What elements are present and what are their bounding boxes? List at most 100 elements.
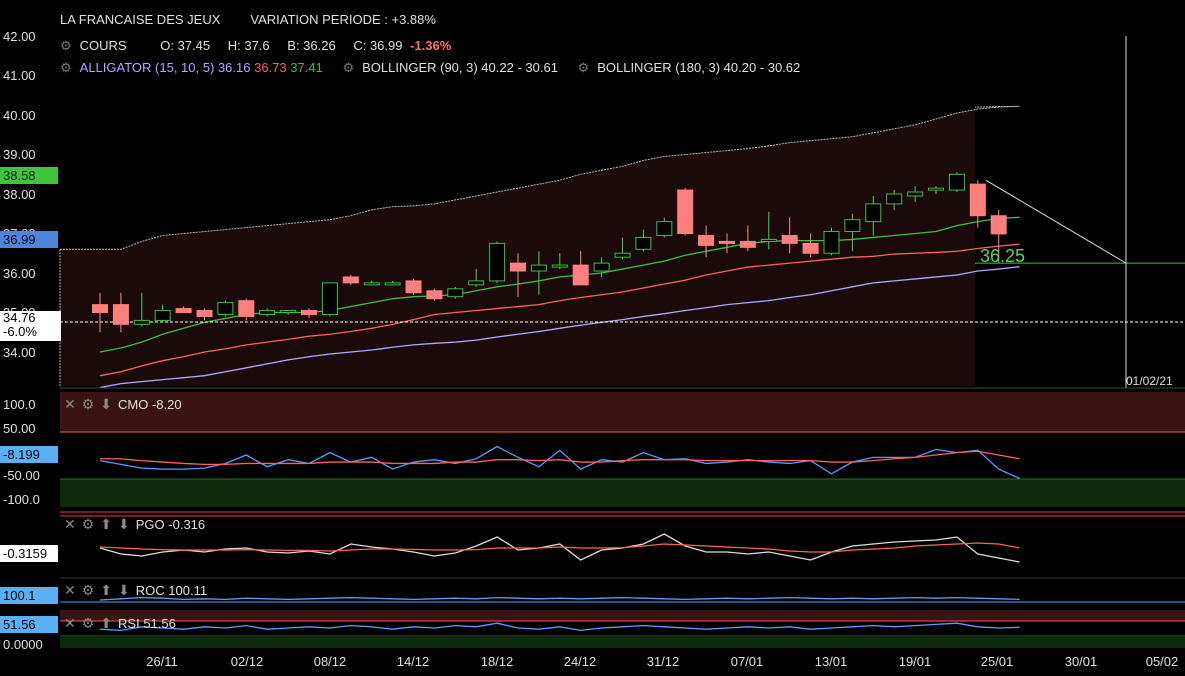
arrow-down-icon[interactable]: ⬇ — [118, 582, 130, 598]
candle-up — [656, 221, 673, 236]
close-icon[interactable]: ✕ — [64, 582, 76, 598]
x-tick: 25/01 — [980, 654, 1014, 669]
arrow-up-icon[interactable]: ⬆ — [100, 582, 113, 598]
cours-label: COURS — [79, 38, 127, 53]
x-tick: 13/01 — [814, 654, 848, 669]
close-icon[interactable]: ✕ — [64, 396, 76, 412]
candle-down — [677, 189, 694, 235]
candle-up — [384, 282, 401, 286]
bollinger-90-label: BOLLINGER (90, 3) 40.22 - 30.61 — [362, 60, 558, 75]
candle-up — [217, 302, 234, 315]
y-tick: 42.00 — [3, 29, 36, 44]
candle-down — [238, 300, 255, 317]
candle-down — [698, 234, 715, 246]
candle-down — [405, 280, 422, 294]
x-tick: 05/02 — [1145, 654, 1179, 669]
y-tick: 36.00 — [3, 266, 36, 281]
candle-up — [489, 242, 506, 282]
instrument-name: LA FRANCAISE DES JEUX — [60, 12, 221, 27]
candle-up — [844, 219, 861, 233]
arrow-down-icon[interactable]: ⬇ — [100, 396, 113, 412]
bollinger-180-label: BOLLINGER (180, 3) 40.20 - 30.62 — [597, 60, 801, 75]
candle-up — [614, 252, 631, 258]
candle-up — [928, 187, 944, 191]
rsi-overbought-zone — [60, 610, 1185, 621]
candle-down — [426, 290, 443, 300]
candle-up — [635, 236, 652, 250]
y-tick: 39.00 — [3, 147, 36, 162]
rsi-oversold-zone — [60, 636, 1185, 648]
rsi-line — [99, 622, 1020, 632]
rsi-panel-title[interactable]: ✕ ⚙ ⬆ RSI 51.56 — [64, 615, 176, 632]
alligator-jaw-value: 36.16 — [217, 60, 251, 75]
period-variation: VARIATION PERIODE : +3.88% — [250, 12, 436, 27]
reference-percent: -6.0% — [3, 324, 37, 339]
gear-icon[interactable]: ⚙ — [81, 516, 95, 532]
candle-down — [781, 234, 798, 244]
candle-down — [342, 276, 359, 284]
gear-icon[interactable]: ⚙ — [81, 396, 95, 412]
candle-up — [530, 264, 547, 272]
candle-up — [760, 238, 777, 242]
y-tick: 40.00 — [3, 108, 36, 123]
arrow-up-icon[interactable]: ⬆ — [100, 615, 113, 631]
candle-down — [719, 240, 735, 244]
arrow-down-icon[interactable]: ⬇ — [118, 516, 130, 532]
candle-up — [593, 262, 610, 272]
arrow-up-icon[interactable]: ⬆ — [100, 516, 113, 532]
candle-down — [175, 308, 192, 313]
gear-icon[interactable]: ⚙ — [81, 582, 95, 598]
roc-line — [99, 596, 1020, 601]
gear-icon[interactable]: ⚙ — [60, 60, 72, 75]
cursor-date: 01/02/21 — [1126, 374, 1173, 388]
candle-down — [301, 310, 317, 315]
indicator-legend[interactable]: ⚙ ALLIGATOR (15, 10, 5) 36.16 36.73 37.41… — [60, 60, 800, 76]
low-value: B: 36.26 — [287, 38, 336, 53]
roc-badge: 100.1 — [0, 587, 58, 604]
trend-line — [985, 179, 1127, 264]
candle-down — [112, 304, 129, 325]
reference-badge: 34.76 -6.0% — [0, 311, 61, 341]
x-tick: 08/12 — [313, 654, 347, 669]
rsi-label: RSI 51.56 — [118, 616, 176, 631]
candle-up — [823, 231, 840, 254]
close-value: C: 36.99 — [353, 38, 403, 53]
gear-icon[interactable]: ⚙ — [81, 615, 95, 631]
candle-down — [990, 215, 1007, 235]
candle-up — [447, 288, 464, 298]
pgo-label: PGO -0.316 — [135, 517, 206, 532]
cmo-panel-title[interactable]: ✕ ⚙ ⬇ CMO -8.20 — [64, 396, 182, 413]
cmo-line — [99, 445, 1020, 480]
cmo-overbought-zone — [60, 392, 1185, 432]
candle-down — [739, 240, 756, 248]
alligator-jaw-line — [99, 266, 1020, 389]
candle-down — [92, 304, 108, 314]
alligator-teeth-line — [99, 243, 1020, 377]
candle-up — [551, 264, 568, 268]
candle-up — [133, 319, 150, 325]
change-percent: -1.36% — [410, 38, 452, 53]
y-tick: 41.00 — [3, 68, 36, 83]
candle-up — [321, 282, 338, 315]
close-icon[interactable]: ✕ — [64, 516, 76, 532]
pgo-panel-title[interactable]: ✕ ⚙ ⬆ ⬇ PGO -0.316 — [64, 516, 205, 533]
price-legend[interactable]: ⚙ COURS O: 37.45 H: 37.6 B: 36.26 C: 36.9… — [60, 38, 451, 54]
close-icon[interactable]: ✕ — [64, 615, 76, 631]
y-tick: 38.00 — [3, 187, 36, 202]
roc-panel-title[interactable]: ✕ ⚙ ⬆ ⬇ ROC 100.11 — [64, 582, 207, 599]
candle-up — [865, 203, 882, 223]
x-tick: 14/12 — [396, 654, 430, 669]
pgo-badge: -0.3159 — [0, 545, 58, 562]
high-value: H: 37.6 — [227, 38, 270, 53]
x-tick: 19/01 — [898, 654, 932, 669]
cmo-y-tick: -100.0 — [3, 492, 40, 507]
cmo-y-tick: 50.00 — [3, 421, 36, 436]
x-tick: 31/12 — [646, 654, 680, 669]
candle-up — [907, 191, 924, 197]
x-tick: 26/11 — [146, 654, 178, 669]
reference-value: 34.76 — [3, 310, 36, 325]
gear-icon[interactable]: ⚙ — [342, 60, 355, 75]
gear-icon[interactable]: ⚙ — [577, 60, 590, 75]
gear-icon[interactable]: ⚙ — [60, 38, 72, 53]
